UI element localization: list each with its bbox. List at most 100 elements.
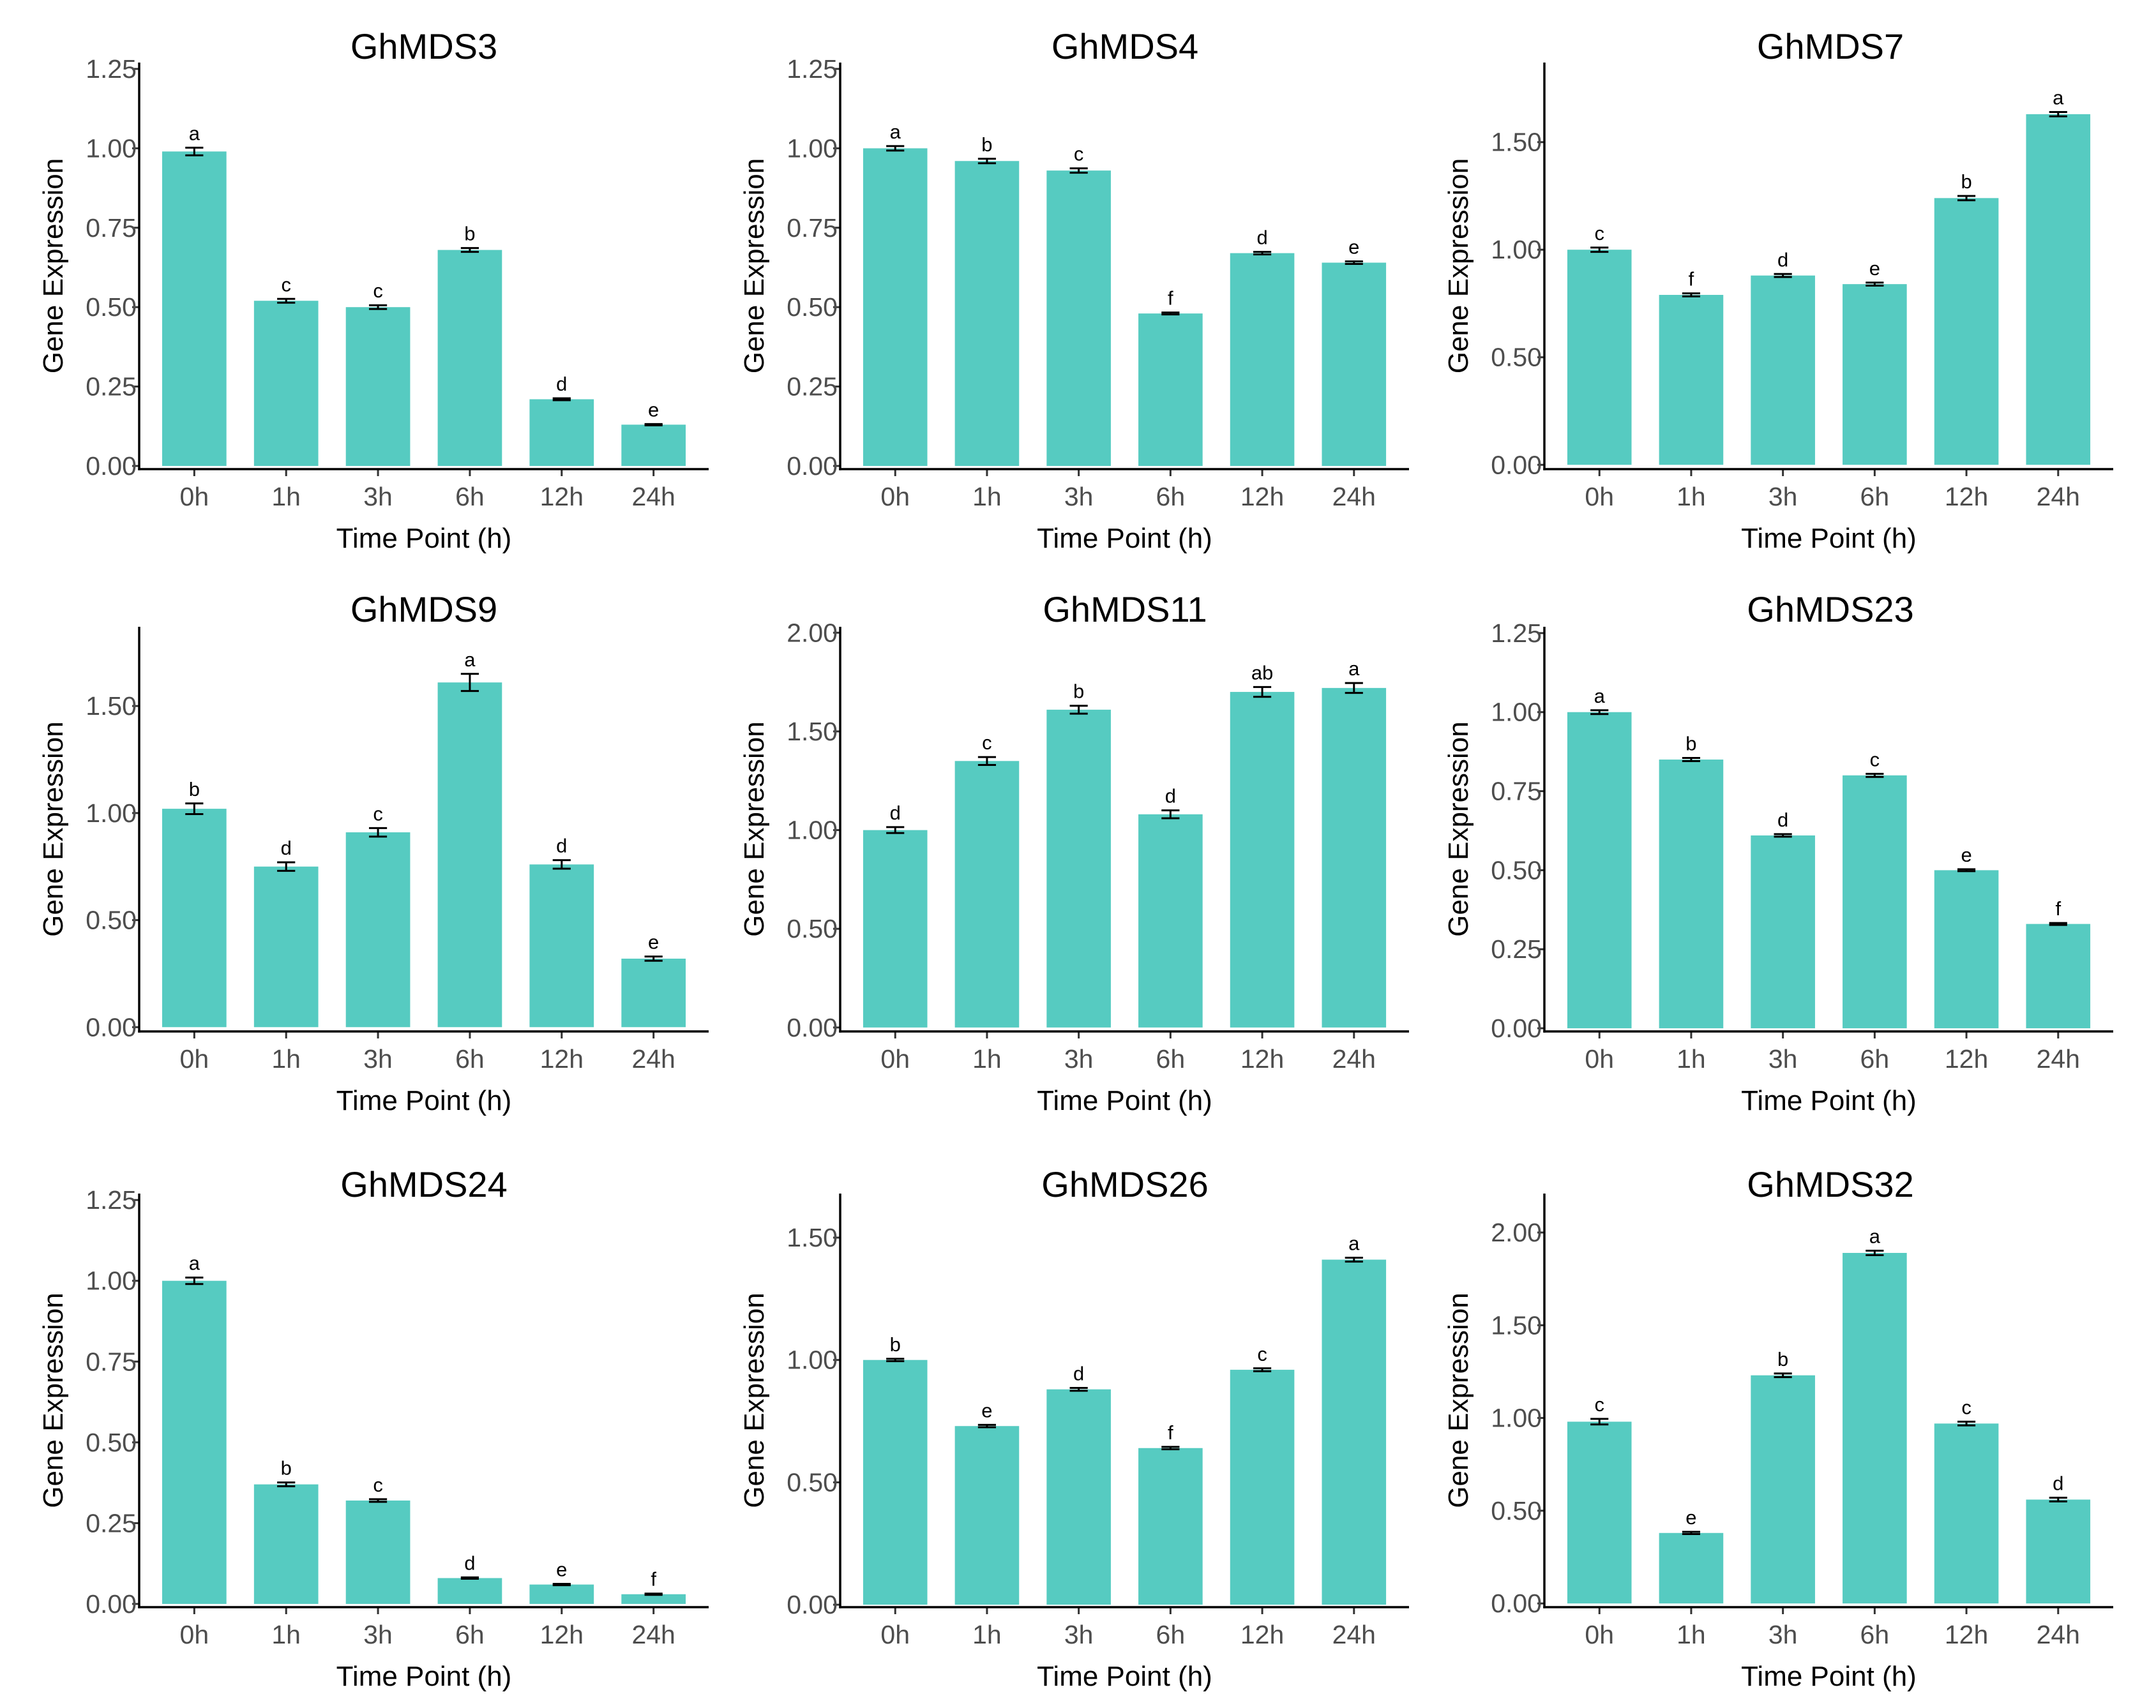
significance-letter: b	[1073, 680, 1084, 703]
x-tick-label: 6h	[455, 482, 485, 511]
y-axis-title: Gene Expression	[38, 721, 69, 937]
x-tick-label: 0h	[1585, 1620, 1614, 1649]
chart-title: GhMDS11	[1043, 589, 1207, 629]
y-tick-label: 0.00	[86, 451, 137, 481]
significance-letter: f	[1168, 1421, 1173, 1444]
x-tick-label: 24h	[1332, 1620, 1376, 1649]
significance-letter: e	[1961, 844, 1971, 866]
y-tick-label: 0.00	[1491, 1014, 1542, 1043]
error-bar	[1253, 685, 1272, 698]
bar	[529, 399, 594, 467]
significance-letter: d	[1256, 227, 1267, 249]
chart-panel: GhMDS26 b 0h e 1h d 3h f 6h c 12h a 24h 0.00 0.50 1.00 1…	[739, 1164, 1409, 1692]
x-tick-label: 6h	[1860, 1620, 1890, 1649]
error-bar	[277, 1481, 296, 1488]
significance-letter: d	[556, 373, 567, 395]
y-tick-label: 1.00	[787, 133, 838, 163]
significance-letter: c	[1257, 1343, 1267, 1365]
error-bar	[1866, 1249, 1884, 1256]
error-bar	[1682, 757, 1701, 763]
x-axis-title: Time Point (h)	[1741, 1661, 1917, 1692]
error-bar	[185, 1277, 204, 1285]
significance-letter: d	[1777, 248, 1788, 271]
error-bar	[552, 859, 571, 870]
error-bar	[185, 146, 204, 156]
y-axis-title: Gene Expression	[739, 721, 770, 937]
chart-title: GhMDS4	[1052, 26, 1198, 66]
y-tick-label: 1.25	[787, 54, 838, 84]
x-tick-label: 0h	[880, 482, 910, 511]
bar	[2026, 114, 2091, 465]
y-axis-title: Gene Expression	[38, 1292, 69, 1508]
bar	[345, 307, 411, 467]
significance-letter: c	[1870, 748, 1880, 770]
x-tick-label: 1h	[1677, 1620, 1706, 1649]
y-tick-label: 0.75	[787, 213, 838, 243]
error-bar	[1866, 772, 1884, 778]
chart-title: GhMDS32	[1747, 1164, 1913, 1204]
bar	[954, 1426, 1020, 1605]
y-axis-title: Gene Expression	[1443, 158, 1474, 374]
y-tick-label: 1.00	[86, 133, 137, 163]
error-bar	[2049, 111, 2067, 117]
y-tick-label: 0.50	[787, 914, 838, 943]
error-bar	[886, 145, 905, 152]
significance-letter: d	[1073, 1362, 1084, 1384]
bar	[529, 1584, 594, 1604]
significance-letter: e	[981, 1399, 992, 1421]
significance-letter: b	[464, 223, 475, 245]
bar	[863, 148, 928, 467]
error-bar	[977, 1423, 997, 1428]
x-axis-title: Time Point (h)	[336, 1085, 512, 1116]
bar	[529, 864, 594, 1028]
error-bar	[2049, 922, 2067, 926]
x-tick-label: 1h	[271, 1620, 301, 1649]
x-tick-label: 6h	[1156, 1620, 1186, 1649]
error-bar	[1957, 1420, 1976, 1427]
error-bar	[1345, 1256, 1363, 1263]
error-bar	[1161, 1446, 1180, 1451]
error-bar	[644, 1592, 663, 1596]
y-tick-label: 0.50	[1491, 343, 1542, 372]
chart-title: GhMDS26	[1041, 1164, 1208, 1204]
y-tick-label: 1.00	[787, 816, 838, 845]
x-tick-label: 1h	[972, 482, 1002, 511]
error-bar	[1774, 833, 1792, 838]
bar	[1843, 1252, 1907, 1604]
bar	[345, 832, 411, 1028]
x-tick-label: 6h	[455, 1620, 485, 1649]
x-tick-label: 24h	[631, 1620, 675, 1649]
significance-letter: b	[281, 1457, 292, 1480]
y-tick-label: 0.50	[1491, 1496, 1542, 1525]
y-tick-label: 0.00	[1491, 1589, 1542, 1618]
x-tick-label: 1h	[1677, 482, 1706, 511]
significance-letter: e	[1685, 1506, 1696, 1529]
error-bar	[1253, 1367, 1272, 1372]
y-tick-label: 0.00	[86, 1589, 137, 1619]
bar	[162, 151, 227, 467]
x-axis-title: Time Point (h)	[336, 523, 512, 554]
bar	[1138, 814, 1203, 1028]
y-tick-label: 0.50	[787, 292, 838, 322]
x-tick-label: 12h	[540, 1044, 584, 1074]
chart-title: GhMDS23	[1747, 589, 1913, 629]
x-tick-label: 12h	[1945, 1620, 1988, 1649]
y-tick-label: 1.00	[1491, 1404, 1542, 1433]
significance-letter: e	[648, 398, 659, 421]
bar	[1659, 1532, 1724, 1604]
x-tick-label: 6h	[1156, 1044, 1186, 1074]
significance-letter: c	[1074, 143, 1084, 165]
bar	[162, 809, 227, 1028]
significance-letter: a	[2053, 87, 2064, 109]
significance-letter: a	[1869, 1225, 1881, 1248]
y-tick-label: 0.50	[86, 292, 137, 322]
x-tick-label: 12h	[540, 482, 584, 511]
y-tick-label: 0.00	[1491, 450, 1542, 479]
bar	[1751, 275, 1815, 465]
error-bar	[1590, 709, 1609, 715]
error-bar	[1069, 705, 1088, 715]
y-tick-label: 1.50	[1491, 128, 1542, 157]
x-tick-label: 3h	[1064, 482, 1094, 511]
x-tick-label: 12h	[1240, 1620, 1284, 1649]
y-axis-title: Gene Expression	[739, 1292, 770, 1508]
